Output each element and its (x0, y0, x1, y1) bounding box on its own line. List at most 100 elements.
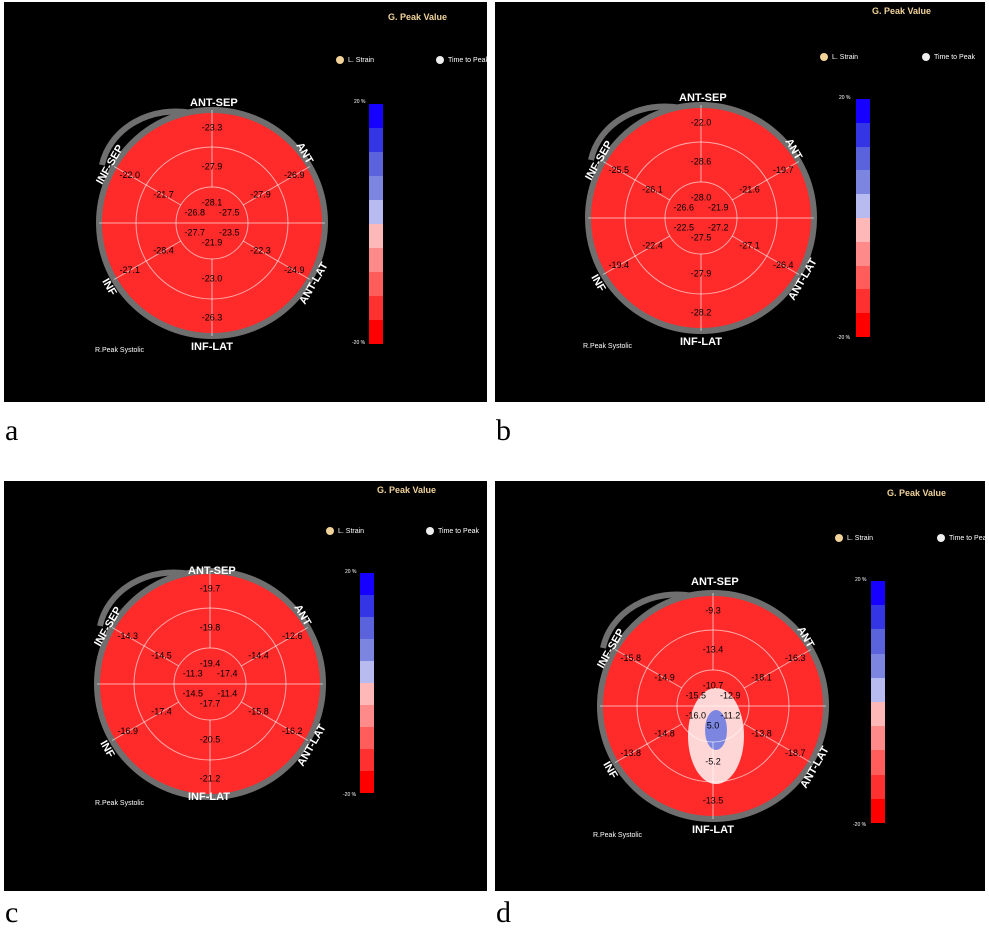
strain-radio-icon[interactable] (336, 56, 344, 64)
value-mid-ant-sep: -19.8 (200, 622, 221, 632)
value-apical-inf: -16.0 (685, 710, 706, 720)
option-time-label: Time to Peak (438, 527, 479, 535)
value-basal-inf-lat: -28.2 (691, 307, 712, 317)
value-mid-ant-sep: -28.6 (691, 156, 712, 166)
value-mid-inf-lat: -23.0 (202, 273, 223, 283)
peak-label: R.Peak Systolic (95, 347, 145, 354)
option-strain-label: L. Strain (847, 534, 874, 542)
scale-top-label: 20 % (855, 577, 867, 583)
value-mid-inf-lat: -20.5 (200, 734, 221, 744)
segment-dividers (97, 571, 323, 797)
panel-d: G. Peak Value L. Strain Time to Peak -9.… (495, 481, 985, 891)
panel-letter-b: b (496, 414, 511, 447)
strain-radio-icon[interactable] (820, 53, 828, 61)
header-title: G. Peak Value (377, 485, 437, 495)
value-apical-inf-sep: -15.5 (685, 690, 706, 700)
scale-swatch (360, 617, 374, 639)
value-basal-ant: -19.7 (773, 165, 794, 175)
time-radio-icon[interactable] (436, 56, 444, 64)
scale-swatch (856, 99, 870, 123)
color-scale (360, 573, 374, 793)
option-strain-label: L. Strain (348, 56, 375, 64)
option-strain[interactable]: L. Strain (835, 534, 873, 542)
option-strain-label: L. Strain (832, 53, 859, 61)
time-radio-icon[interactable] (937, 534, 945, 542)
scale-top-label: 20 % (839, 95, 851, 101)
value-basal-ant: -26.9 (284, 170, 305, 180)
segment-divider (731, 161, 800, 201)
value-mid-inf-sep: -14.9 (654, 672, 675, 682)
value-mid-ant: -21.6 (739, 184, 760, 194)
scale-swatch (871, 750, 885, 775)
value-apical-ant-sep: -28.1 (202, 197, 223, 207)
panel-letter-c: c (5, 896, 19, 929)
sep-arc (600, 591, 694, 649)
scale-swatch (360, 573, 374, 595)
value-basal-ant-sep: -23.3 (202, 122, 223, 132)
label-inf-lat: INF-LAT (191, 341, 233, 353)
sep-arc (588, 103, 682, 161)
segment-values: -22.0 -19.7 -26.4 -28.2 -19.4 -25.5 -28.6 -21.6… (608, 117, 793, 317)
option-time-label: Time to Peak (934, 53, 975, 61)
option-time[interactable]: Time to Peak (436, 56, 487, 64)
header-title: G. Peak Value (887, 488, 947, 498)
scale-bottom-label: -20 % (837, 335, 851, 341)
option-strain[interactable]: L. Strain (336, 56, 374, 64)
value-apical-ant: -17.4 (217, 668, 238, 678)
scale-swatch (360, 595, 374, 617)
value-basal-ant-lat: -16.2 (282, 726, 303, 736)
time-radio-icon[interactable] (426, 527, 434, 535)
value-apical-ant-lat: -11.2 (720, 710, 740, 720)
value-mid-ant-lat: -13.8 (751, 728, 772, 738)
option-strain[interactable]: L. Strain (820, 53, 858, 61)
scale-swatch (871, 702, 885, 727)
scale-bottom-label: -20 % (853, 822, 867, 828)
strain-radio-icon[interactable] (835, 534, 843, 542)
option-strain[interactable]: L. Strain (326, 527, 364, 535)
scale-bottom-label: -20 % (352, 340, 366, 346)
scale-swatch (856, 217, 870, 242)
option-time[interactable]: Time to Peak (937, 534, 985, 542)
segment-dividers (600, 593, 826, 819)
value-mid-inf-sep: -14.5 (151, 650, 172, 660)
segment-divider (242, 240, 311, 280)
scale-swatch (360, 661, 374, 683)
scale-swatch (856, 122, 870, 147)
strain-radio-icon[interactable] (326, 527, 334, 535)
scale-swatch (871, 605, 885, 630)
value-mid-inf: -17.4 (151, 706, 172, 716)
option-time-label: Time to Peak (949, 534, 985, 542)
segment-divider (113, 166, 182, 206)
scale-top-label: 20 % (354, 99, 366, 105)
color-scale (871, 581, 885, 824)
value-basal-ant: -12.6 (282, 631, 303, 641)
option-time[interactable]: Time to Peak (922, 53, 975, 61)
scale-swatch (369, 128, 383, 152)
value-basal-ant-lat: -18.7 (785, 748, 806, 758)
label-ant-sep: ANT-SEP (188, 565, 236, 577)
value-mid-ant-lat: -27.1 (739, 240, 760, 250)
panel-c: G. Peak Value L. Strain Time to Peak -19… (4, 481, 487, 891)
time-radio-icon[interactable] (922, 53, 930, 61)
value-basal-inf-lat: -13.5 (703, 795, 724, 805)
value-apical-inf-lat: -17.7 (200, 698, 221, 708)
value-mid-ant-lat: -15.8 (248, 706, 269, 716)
peak-label: R.Peak Systolic (95, 800, 145, 807)
value-basal-inf: -16.9 (117, 726, 138, 736)
value-basal-inf-sep: -14.3 (117, 631, 138, 641)
value-mid-ant-lat: -22.3 (250, 245, 271, 255)
sep-arc (97, 569, 191, 627)
header-title: G. Peak Value (872, 6, 932, 16)
value-mid-inf: -14.8 (654, 728, 675, 738)
value-basal-inf-sep: -15.8 (620, 653, 641, 663)
label-ant-sep: ANT-SEP (190, 97, 238, 109)
scale-swatch (360, 705, 374, 727)
label-inf-lat: INF-LAT (680, 336, 722, 348)
value-basal-ant-lat: -24.9 (284, 265, 305, 275)
scale-swatch (871, 677, 885, 703)
option-time[interactable]: Time to Peak (426, 527, 479, 535)
scale-swatch (856, 170, 870, 195)
segment-dividers (588, 105, 814, 331)
value-basal-ant-sep: -19.7 (200, 583, 221, 593)
sep-arc (99, 108, 193, 166)
